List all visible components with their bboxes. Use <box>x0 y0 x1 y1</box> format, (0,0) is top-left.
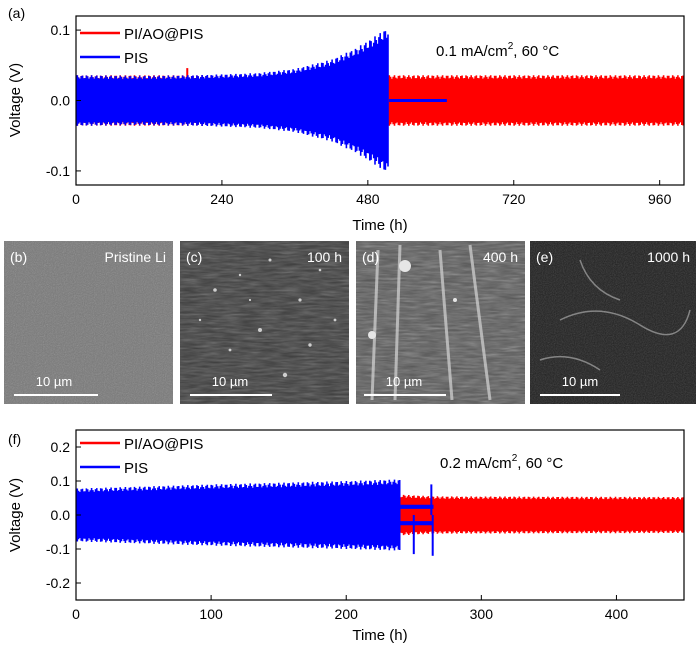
series-layer-a <box>76 31 684 170</box>
sem-deposits-e <box>539 259 691 371</box>
voltage-chart-f: (f) 0 100 200 300 400 -0.2 -0.1 0.0 0.1 0.2 Time… <box>7 429 685 644</box>
y-tick-label-a-1: 0.0 <box>51 93 71 109</box>
sem-scale-text-c: 10 µm <box>212 374 248 389</box>
sem-time-label-e: 1000 h <box>647 249 690 265</box>
series-layer-f <box>76 479 684 556</box>
sem-image-row: (b) Pristine Li 10 µm (c) 100 h 10 µm <box>4 241 696 404</box>
x-axis-title-f: Time (h) <box>352 627 407 644</box>
sem-ridges-d <box>370 244 492 401</box>
y-tick-label-a-2: 0.1 <box>51 22 71 38</box>
sem-panel-100h: (c) 100 h 10 µm <box>180 241 349 404</box>
y-tick-label-f-2: 0.0 <box>51 507 71 523</box>
sem-scale-text-b: 10 µm <box>36 374 72 389</box>
y-tick-label-f-1: -0.1 <box>46 541 70 557</box>
panel-label-a: (a) <box>8 5 25 21</box>
legend-a: PI/AO@PIS PIS <box>80 26 203 67</box>
legend-label-f-0: PI/AO@PIS <box>124 436 203 453</box>
sem-time-label-d: 400 h <box>483 249 518 265</box>
y-tick-label-a-0: -0.1 <box>46 163 70 179</box>
sem-panel-label-b: (b) <box>10 249 27 265</box>
x-tick-label-f-1: 100 <box>199 606 223 622</box>
sem-panel-label-c: (c) <box>186 249 202 265</box>
condition-annotation-a: 0.1 mA/cm2, 60 °C <box>436 41 559 60</box>
x-tick-label-f-3: 300 <box>470 606 494 622</box>
sem-scale-text-d: 10 µm <box>386 374 422 389</box>
x-tick-label-a-3: 720 <box>502 191 526 207</box>
sem-time-label-c: 100 h <box>307 249 342 265</box>
sem-texture-e <box>530 241 696 404</box>
y-tick-label-f-4: 0.2 <box>51 439 71 455</box>
y-tick-label-f-0: -0.2 <box>46 575 70 591</box>
y-axis-ticks-a: -0.1 0.0 0.1 <box>46 22 81 179</box>
sem-panel-label-e: (e) <box>536 249 553 265</box>
sem-scale-text-e: 10 µm <box>562 374 598 389</box>
series-a-1 <box>76 31 389 170</box>
y-axis-title-f: Voltage (V) <box>7 478 24 552</box>
sem-particles-c <box>198 258 337 378</box>
series-f-1 <box>76 479 401 551</box>
sem-clusters-d <box>368 260 457 339</box>
x-tick-label-a-4: 960 <box>648 191 672 207</box>
sem-texture-c <box>180 241 349 404</box>
y-tick-label-f-3: 0.1 <box>51 473 71 489</box>
sem-panel-400h: (d) 400 h 10 µm <box>356 241 525 404</box>
y-axis-title-a: Voltage (V) <box>7 63 24 137</box>
sem-panel-pristine: (b) Pristine Li 10 µm <box>4 241 173 404</box>
legend-label-a-0: PI/AO@PIS <box>124 26 203 43</box>
sem-panel-1000h: (e) 1000 h 10 µm <box>530 241 696 404</box>
x-axis-ticks-f: 0 100 200 300 400 <box>72 595 628 622</box>
sem-time-label-b: Pristine Li <box>105 249 166 265</box>
x-tick-label-f-4: 400 <box>605 606 629 622</box>
x-tick-label-f-2: 200 <box>335 606 359 622</box>
x-tick-label-a-2: 480 <box>356 191 380 207</box>
panel-label-f: (f) <box>8 431 21 447</box>
sem-panel-label-d: (d) <box>362 249 379 265</box>
legend-label-f-1: PIS <box>124 460 148 477</box>
x-tick-label-a-0: 0 <box>72 191 80 207</box>
condition-annotation-f: 0.2 mA/cm2, 60 °C <box>440 453 563 472</box>
x-tick-label-f-0: 0 <box>72 606 80 622</box>
voltage-chart-a: (a) 0 240 480 720 960 -0.1 0.0 0.1 Time (h) Vo… <box>7 5 685 234</box>
sem-texture-b <box>4 241 173 404</box>
x-axis-title-a: Time (h) <box>352 217 407 234</box>
x-axis-ticks-a: 0 240 480 720 960 <box>72 180 672 207</box>
legend-label-a-1: PIS <box>124 50 148 67</box>
x-tick-label-a-1: 240 <box>210 191 234 207</box>
legend-f: PI/AO@PIS PIS <box>80 436 203 477</box>
y-axis-ticks-f: -0.2 -0.1 0.0 0.1 0.2 <box>46 439 81 591</box>
